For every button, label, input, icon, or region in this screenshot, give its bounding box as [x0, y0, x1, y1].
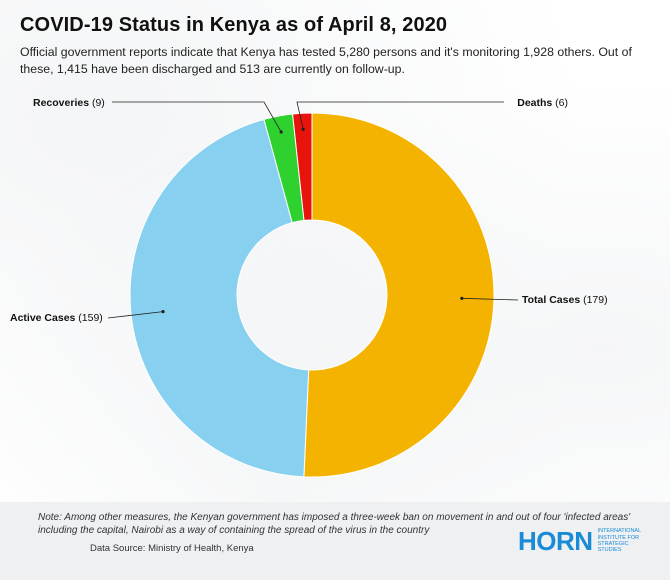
- slice-active-cases: [129, 118, 310, 478]
- footer-band: [0, 502, 670, 580]
- label-total-cases: Total Cases (179): [522, 294, 608, 306]
- leader-lines: [107, 101, 519, 319]
- label-name: Recoveries: [33, 97, 89, 109]
- footnote: Note: Among other measures, the Kenyan g…: [38, 512, 631, 536]
- label-name: Deaths: [517, 97, 552, 109]
- label-name: Active Cases: [10, 312, 76, 324]
- label-value: (159): [75, 312, 102, 324]
- label-value: (6): [552, 97, 568, 109]
- leader-line-total-cases: [461, 297, 519, 301]
- logo-tagline: International Institute for Strategic St…: [597, 528, 641, 554]
- label-deaths: Deaths (6): [517, 97, 568, 109]
- label-name: Total Cases: [522, 294, 580, 306]
- donut-chart: Total Cases (179) Active Cases (159) Recov…: [10, 97, 608, 478]
- slice-deaths: [292, 112, 313, 221]
- label-value: (9): [89, 97, 105, 109]
- chart-title: COVID-19 Status in Kenya as of April 8, …: [20, 14, 448, 36]
- label-active-cases: Active Cases (159): [10, 312, 103, 324]
- leader-line-active-cases: [107, 311, 164, 319]
- slice-total-cases: [303, 112, 495, 478]
- donut-slices: [129, 112, 495, 478]
- logo-wordmark: HORN: [518, 526, 593, 556]
- horn-logo: HORN International Institute for Strateg…: [518, 528, 650, 554]
- leader-line-deaths: [296, 101, 504, 130]
- slice-labels: Total Cases (179) Active Cases (159) Recov…: [10, 97, 608, 324]
- data-source: Data Source: Ministry of Health, Kenya: [90, 543, 254, 554]
- label-recoveries: Recoveries (9): [33, 97, 105, 109]
- leader-line-recoveries: [112, 101, 282, 133]
- chart-subtitle: Official government reports indicate tha…: [20, 45, 632, 76]
- label-value: (179): [580, 294, 607, 306]
